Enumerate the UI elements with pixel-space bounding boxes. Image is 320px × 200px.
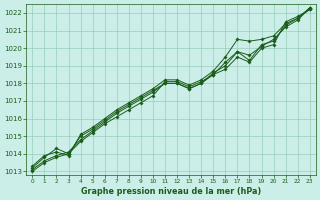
X-axis label: Graphe pression niveau de la mer (hPa): Graphe pression niveau de la mer (hPa) [81,187,261,196]
